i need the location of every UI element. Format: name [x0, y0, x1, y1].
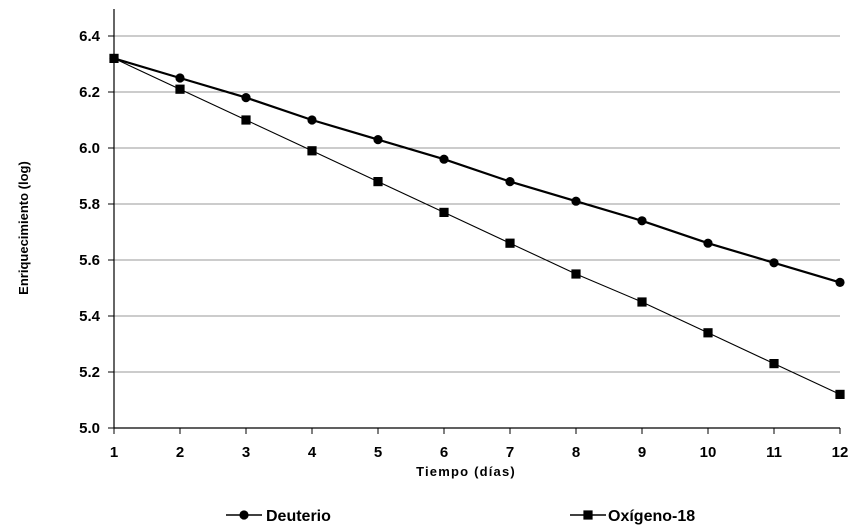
- data-point-circle: [439, 154, 449, 164]
- x-tick-labels: 1 2 3 4 5 6 7 8 9 10 11 12: [110, 444, 849, 461]
- data-point-square: [571, 269, 581, 279]
- y-tick-label: 6.4: [79, 28, 101, 45]
- data-point-square: [637, 297, 647, 307]
- y-tick-label: 5.8: [79, 196, 100, 213]
- x-tick-label: 7: [506, 444, 514, 461]
- data-point-square: [505, 238, 515, 248]
- data-point-circle: [703, 238, 713, 248]
- data-point-square: [703, 328, 713, 338]
- y-tick-labels: 5.0 5.2 5.4 5.6 5.8 6.0 6.2 6.4: [79, 28, 101, 437]
- data-point-circle: [307, 115, 317, 125]
- data-point-square: [373, 177, 383, 187]
- data-point-square: [241, 115, 251, 125]
- data-point-square: [175, 84, 185, 94]
- y-tick-label: 5.6: [79, 252, 100, 269]
- x-tick-label: 11: [766, 444, 782, 461]
- data-point-circle: [835, 277, 845, 287]
- y-tick-label: 6.0: [79, 140, 100, 157]
- legend-label: Oxígeno-18: [608, 508, 695, 525]
- x-axis-title: Tiempo (días): [416, 464, 516, 479]
- data-point-circle: [373, 135, 383, 145]
- data-point-square: [109, 53, 119, 63]
- legend-marker-square: [583, 510, 593, 520]
- x-tick-label: 10: [700, 444, 717, 461]
- data-point-square: [439, 207, 449, 217]
- x-tick-label: 4: [308, 444, 317, 461]
- data-point-square: [307, 146, 317, 156]
- data-point-square: [769, 359, 779, 369]
- x-tick-label: 5: [374, 444, 382, 461]
- data-point-circle: [769, 258, 779, 268]
- data-point-circle: [505, 177, 515, 187]
- data-point-square: [835, 389, 845, 399]
- y-tick-label: 5.0: [79, 420, 100, 437]
- legend: Deuterio Oxígeno-18: [226, 508, 695, 525]
- x-tick-label: 6: [440, 444, 448, 461]
- x-tick-label: 12: [832, 444, 849, 461]
- data-point-circle: [571, 196, 581, 206]
- y-tick-label: 6.2: [79, 84, 100, 101]
- legend-marker-circle: [239, 510, 249, 520]
- x-tick-label: 1: [110, 444, 118, 461]
- x-tick-label: 9: [638, 444, 646, 461]
- x-tick-label: 8: [572, 444, 580, 461]
- data-point-circle: [637, 216, 647, 226]
- legend-label: Deuterio: [266, 508, 331, 525]
- data-point-circle: [175, 73, 185, 83]
- x-tick-label: 2: [176, 444, 184, 461]
- series-line-1: [113, 57, 841, 284]
- data-point-circle: [241, 93, 251, 103]
- y-tick-label: 5.4: [79, 308, 101, 325]
- series-layer: [109, 53, 845, 399]
- axes: [108, 9, 841, 434]
- series-line-2: [113, 57, 841, 395]
- y-tick-label: 5.2: [79, 364, 100, 381]
- gridlines: [114, 35, 840, 373]
- x-tick-label: 3: [242, 444, 250, 461]
- y-axis-title: Enriquecimiento (log): [16, 161, 31, 295]
